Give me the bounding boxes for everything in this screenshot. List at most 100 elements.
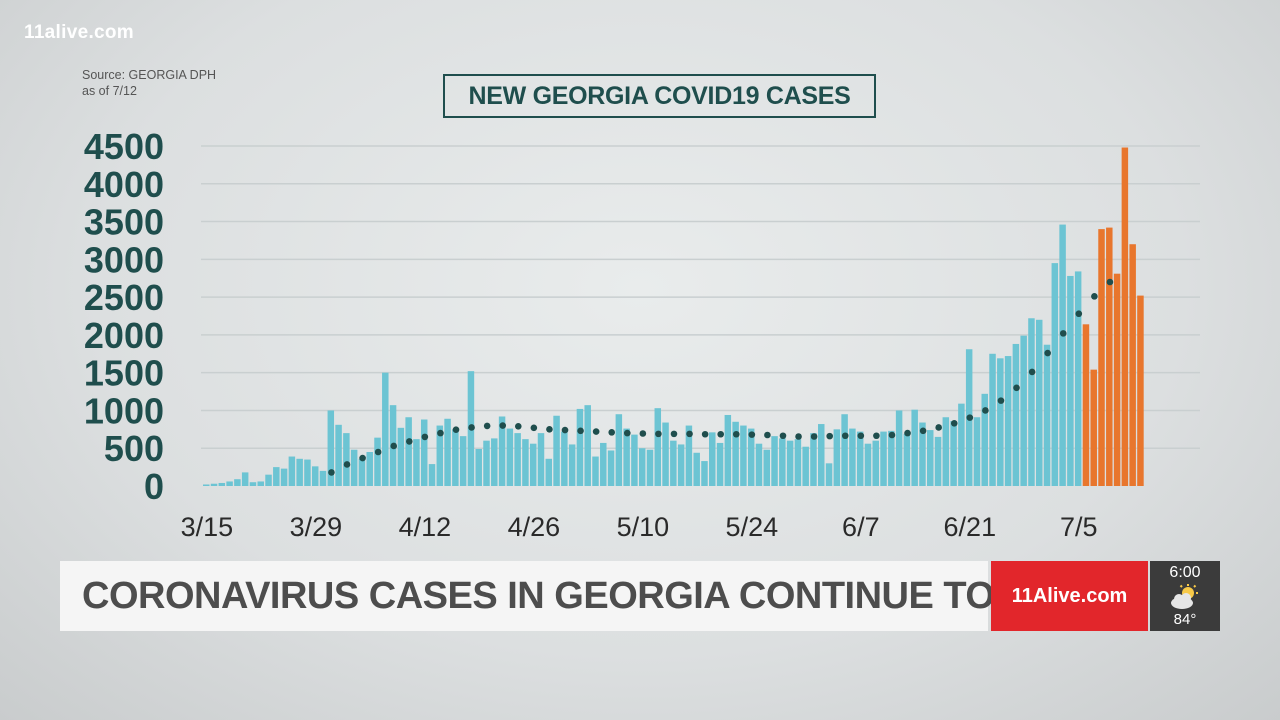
bar	[568, 444, 576, 486]
bar	[677, 444, 685, 486]
bar	[428, 464, 436, 486]
trend-dot	[483, 422, 491, 430]
partly-cloudy-icon	[1169, 584, 1201, 615]
bar	[311, 466, 319, 486]
bar	[1113, 273, 1121, 486]
bar	[919, 422, 926, 486]
bar	[1028, 318, 1035, 486]
trend-dot	[826, 432, 833, 440]
bar	[335, 424, 342, 486]
bar	[747, 428, 755, 486]
trend-dot	[935, 424, 942, 431]
bar	[1059, 224, 1066, 487]
bar	[607, 450, 615, 486]
x-tick-label: 4/12	[399, 512, 452, 542]
bar	[343, 433, 350, 486]
bar	[1129, 244, 1136, 486]
bar	[436, 425, 444, 486]
bar	[584, 405, 591, 486]
bar	[716, 442, 724, 486]
bar	[288, 456, 296, 486]
bar	[397, 427, 405, 486]
bar	[911, 409, 918, 486]
bar	[888, 430, 895, 486]
trend-dot	[717, 430, 725, 438]
bar	[1004, 356, 1012, 486]
bar	[670, 440, 677, 486]
bar	[1051, 263, 1059, 486]
bar	[498, 416, 506, 486]
bar	[903, 433, 911, 486]
bar	[273, 467, 280, 486]
trend-dot	[468, 424, 475, 431]
bar	[537, 433, 545, 486]
x-tick-label: 5/24	[726, 512, 779, 542]
trend-dot	[732, 430, 740, 438]
bar	[366, 452, 373, 486]
x-tick-label: 3/29	[290, 512, 343, 542]
trend-dot	[514, 423, 522, 430]
bar	[646, 449, 654, 486]
bar	[638, 448, 646, 486]
trend-dot	[592, 428, 600, 435]
bar	[257, 481, 264, 486]
bar	[483, 440, 490, 486]
headline-banner: CORONAVIRUS CASES IN GEORGIA CONTINUE TO…	[60, 561, 1092, 631]
bar	[382, 372, 389, 486]
bar	[740, 425, 747, 486]
bar	[374, 437, 381, 486]
bar	[296, 458, 303, 486]
bar	[771, 436, 778, 486]
bar	[234, 479, 241, 486]
bar	[241, 472, 249, 486]
trend-dot	[764, 431, 771, 439]
headline-text: CORONAVIRUS CASES IN GEORGIA CONTINUE TO…	[82, 574, 1092, 617]
bar	[459, 436, 467, 486]
bar	[545, 458, 553, 486]
bar	[872, 440, 879, 486]
bar	[942, 417, 950, 486]
bar	[1067, 275, 1074, 486]
y-tick-label: 0	[144, 466, 164, 507]
bar	[218, 482, 226, 486]
bar	[405, 417, 412, 486]
bar	[779, 438, 786, 486]
trend-dot	[452, 426, 460, 434]
bar	[600, 442, 607, 486]
bar	[304, 459, 311, 486]
x-tick-label: 6/7	[842, 512, 880, 542]
bar	[280, 468, 288, 486]
bar	[958, 403, 965, 486]
x-tick-label: 7/5	[1060, 512, 1098, 542]
y-tick-label: 3500	[84, 202, 164, 243]
bar	[950, 421, 957, 486]
bar	[786, 440, 794, 486]
trend-dot	[873, 432, 880, 440]
bar	[350, 449, 358, 486]
bar	[319, 470, 327, 486]
bar	[522, 439, 529, 486]
bar	[529, 443, 537, 486]
trend-dot	[748, 431, 756, 438]
bar	[802, 446, 809, 486]
bar	[327, 410, 335, 486]
trend-dot	[374, 448, 382, 456]
bar	[934, 436, 942, 486]
bar	[203, 484, 210, 486]
trend-dot	[1044, 349, 1051, 357]
trend-dot	[437, 429, 444, 437]
weather-widget: 6:00 84°	[1150, 561, 1220, 631]
bar	[701, 461, 708, 486]
bar	[981, 393, 988, 486]
trend-dot	[950, 419, 958, 427]
trend-dot	[530, 424, 538, 432]
bar	[1020, 335, 1027, 486]
trend-dot	[1028, 368, 1036, 376]
bar	[1106, 227, 1113, 486]
bar	[927, 430, 934, 486]
trend-dot	[888, 431, 896, 439]
brand-bug: 11Alive.com	[991, 561, 1148, 631]
bar	[210, 483, 218, 486]
bar	[561, 431, 568, 486]
bar	[420, 419, 428, 486]
